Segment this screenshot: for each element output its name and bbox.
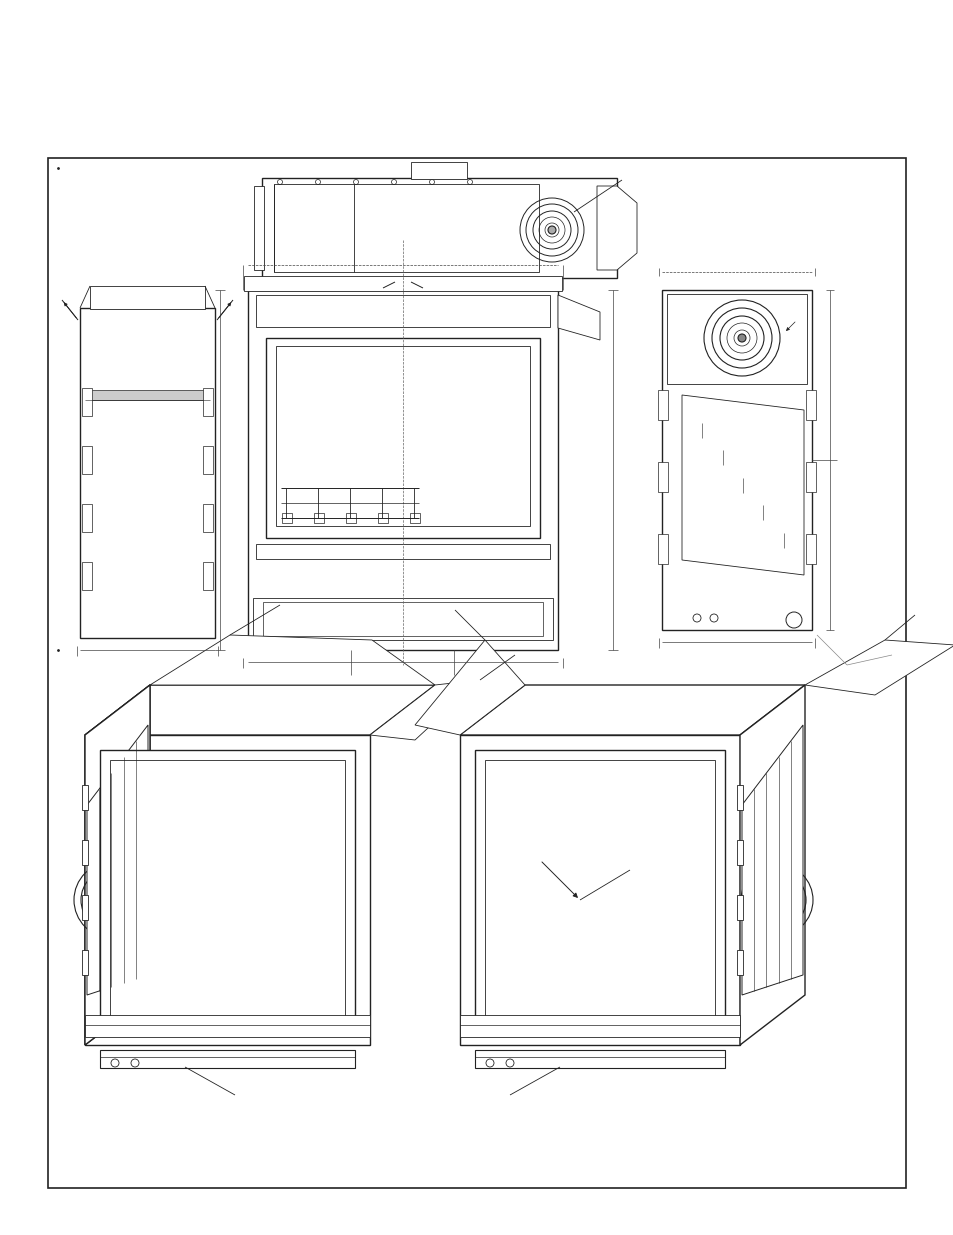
Polygon shape [741,725,802,995]
Bar [377,513,388,522]
Bar [805,534,815,564]
Bar [661,290,811,630]
Bar [737,785,742,810]
Polygon shape [459,735,740,1045]
Bar [459,1015,740,1037]
Polygon shape [415,640,524,735]
Bar [203,562,213,590]
Bar [203,504,213,532]
Bar [274,184,538,272]
Bar [85,390,210,400]
Bar [253,598,553,640]
Polygon shape [740,685,804,1045]
Bar [475,750,724,1030]
Bar [82,562,91,590]
Bar [100,750,355,1030]
Polygon shape [558,295,599,340]
Circle shape [771,895,781,905]
Polygon shape [85,735,370,1045]
Polygon shape [597,186,637,270]
Bar [82,895,88,920]
Bar [80,308,214,638]
Bar [410,513,419,522]
Bar [90,287,205,309]
Bar [275,346,530,526]
Bar [82,446,91,474]
Bar [314,513,324,522]
Polygon shape [370,680,479,740]
Bar [475,1050,724,1068]
Bar [658,462,667,492]
Polygon shape [459,685,804,735]
Bar [82,388,91,416]
Polygon shape [87,725,148,995]
Polygon shape [85,685,435,735]
Bar [282,513,292,522]
Bar [346,513,355,522]
Bar [203,388,213,416]
Bar [85,1015,370,1037]
Bar [805,390,815,420]
Bar [658,534,667,564]
Polygon shape [804,640,953,695]
Circle shape [107,895,117,905]
Bar [658,390,667,420]
Bar [248,290,558,650]
Bar [737,840,742,864]
Bar [82,950,88,974]
Bar [100,1050,355,1068]
Bar [253,186,264,270]
Bar [82,785,88,810]
Polygon shape [681,395,803,576]
Bar [666,294,806,384]
Bar [737,950,742,974]
Bar [411,162,467,179]
Bar [203,446,213,474]
Bar [805,462,815,492]
Polygon shape [150,635,435,685]
Circle shape [547,226,556,233]
Bar [82,840,88,864]
Circle shape [738,333,745,342]
Bar [110,760,345,1020]
Polygon shape [85,685,150,1045]
Bar [263,601,542,636]
Bar [244,275,561,291]
Bar [262,178,617,278]
Bar [255,295,550,327]
Bar [82,504,91,532]
Polygon shape [85,685,150,1045]
Bar [48,158,905,1188]
Bar [484,760,714,1020]
Bar [266,338,539,538]
Bar [255,543,550,559]
Bar [737,895,742,920]
